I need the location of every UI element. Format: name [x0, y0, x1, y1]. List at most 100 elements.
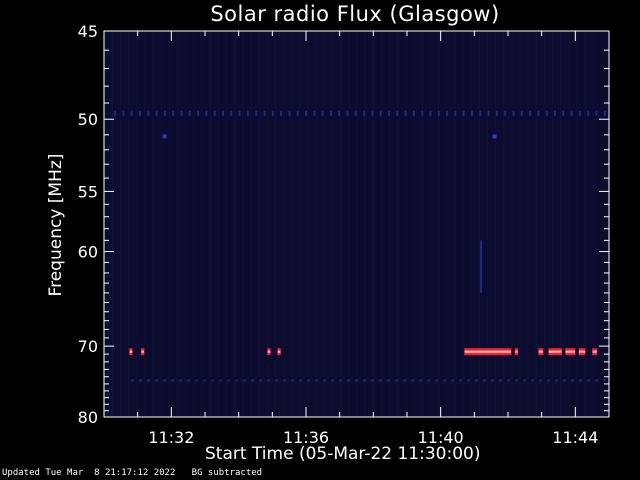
background-streak [177, 31, 179, 417]
band-dot [188, 110, 191, 116]
band-dot [180, 110, 183, 116]
background-streak [250, 31, 252, 417]
emission-spot [492, 134, 497, 139]
band-dot [338, 110, 341, 116]
y-tick-label: 80 [78, 408, 98, 427]
background-streak [470, 31, 472, 417]
band-dot [437, 110, 440, 116]
background-streak [543, 31, 545, 417]
background-streak [266, 31, 268, 417]
band-dot [163, 110, 166, 116]
band-dot [155, 110, 158, 116]
background-streak [120, 31, 122, 417]
band-dot [222, 110, 224, 116]
band-dot [554, 110, 556, 116]
background-streak [258, 31, 260, 417]
background-streak [144, 31, 146, 417]
background-streak [389, 31, 391, 417]
band-dot [603, 110, 606, 116]
background-streak [364, 31, 366, 417]
background-streak [315, 31, 317, 417]
band-dot [446, 110, 449, 116]
band-dot [354, 110, 357, 116]
background-streak [242, 31, 244, 417]
band-dot [537, 110, 540, 116]
background-streak [503, 31, 505, 417]
band-dot [172, 110, 175, 116]
background-streak [535, 31, 537, 417]
background-streak [275, 31, 276, 417]
band-dot [587, 110, 590, 116]
band-dot [512, 110, 515, 116]
band-dot [595, 110, 598, 116]
background-streak [592, 31, 594, 417]
background-streak [486, 31, 488, 417]
y-tick-label: 45 [78, 22, 98, 41]
band-dot [529, 110, 532, 116]
band-dot [429, 110, 432, 116]
burst-core [129, 350, 133, 353]
x-tick-label: 11:40 [418, 428, 464, 447]
band-dot [578, 110, 581, 116]
band-dot [388, 110, 390, 116]
band-dot [130, 110, 133, 116]
y-tick-label: 50 [78, 110, 98, 129]
background-streak [568, 31, 570, 417]
band-dot [114, 110, 117, 116]
band-dot [570, 110, 573, 116]
x-tick-label: 11:32 [148, 428, 194, 447]
background-streak [552, 31, 554, 417]
background-streak [478, 31, 480, 417]
background-streak [527, 31, 529, 417]
burst-core [277, 350, 281, 353]
band-dot [363, 110, 366, 116]
band-dot [371, 110, 374, 116]
background-streak [323, 31, 325, 417]
band-dot [238, 110, 241, 116]
spectrogram-features [112, 31, 609, 417]
band-dot [520, 110, 523, 116]
background-streak [217, 31, 219, 417]
background-streak [495, 31, 497, 417]
background-streak [462, 31, 464, 417]
band-dot [504, 110, 507, 116]
background-streak [291, 31, 293, 417]
background-streak [397, 31, 399, 417]
background-streak [234, 31, 236, 417]
band-dot [263, 110, 266, 116]
band-dot [230, 110, 233, 116]
burst-core [592, 350, 597, 353]
burst-core [565, 350, 575, 353]
background-streak [511, 31, 513, 417]
band-dot [404, 110, 407, 116]
band-dot [122, 110, 125, 116]
band-dot [329, 110, 332, 116]
background-streak [429, 31, 431, 417]
footer-status: Updated Tue Mar 8 21:17:12 2022 BG subtr… [2, 468, 263, 478]
band-dot [246, 110, 249, 116]
axis-ticks: 45 50 55 60 70 80 11:32 11:36 11:40 11:44 [78, 22, 610, 447]
background-streak [185, 31, 187, 417]
band-dot [454, 110, 457, 116]
band-dot [421, 110, 424, 116]
background-streak [193, 31, 195, 417]
background-streak [283, 31, 285, 417]
band-dot [379, 110, 382, 116]
band-dot [313, 110, 316, 116]
background-streak [413, 31, 415, 417]
burst-core [538, 350, 543, 353]
band-dot [147, 110, 150, 116]
emission-spot [162, 134, 167, 139]
band-dot [296, 110, 299, 116]
background-streak [112, 31, 113, 417]
band-dot [321, 110, 324, 116]
band-dot [487, 110, 490, 116]
burst-core [548, 350, 562, 353]
burst-core [579, 350, 585, 353]
plot-frame [103, 30, 610, 418]
x-axis-title: Start Time (05-Mar-22 11:30:00) [205, 444, 481, 464]
background-streak [332, 31, 334, 417]
band-dot [213, 110, 216, 116]
background-streak [356, 31, 358, 417]
